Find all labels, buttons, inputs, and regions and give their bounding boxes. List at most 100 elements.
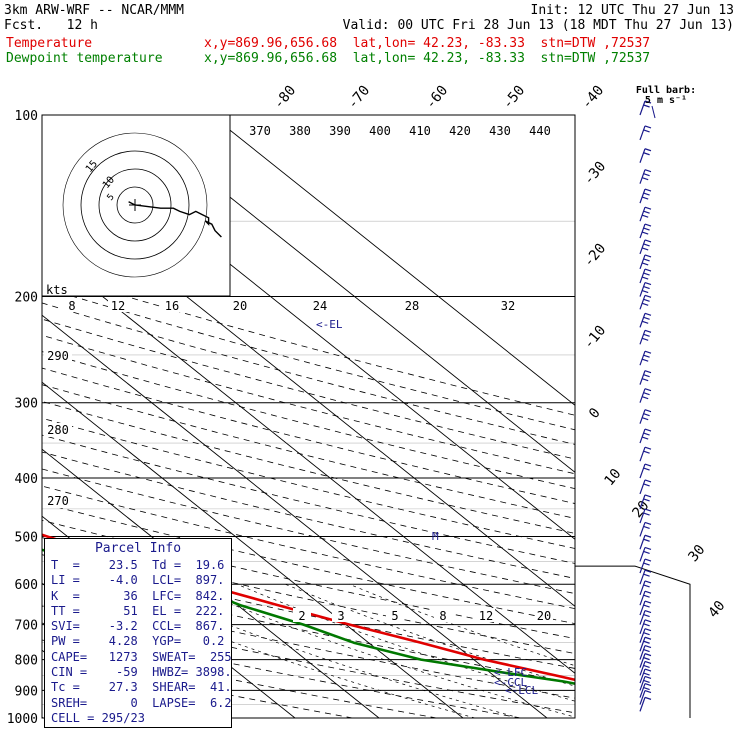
wind-barb-staff xyxy=(639,668,646,684)
wind-barb-flag xyxy=(643,604,650,608)
wind-barb-staff xyxy=(639,148,646,163)
model-title: 3km ARW-WRF -- NCAR/MMM xyxy=(4,3,185,18)
theta-label: 290 xyxy=(47,349,69,363)
wind-barb-flag xyxy=(643,657,650,661)
theta-label: 400 xyxy=(369,124,391,138)
wind-barb-flag xyxy=(644,546,652,551)
pressure-tick-label: 100 xyxy=(15,109,38,124)
wind-barb-staff xyxy=(639,254,646,270)
wind-barb-flag xyxy=(643,550,650,555)
wind-barb-staff xyxy=(639,100,646,116)
dry-adiabat-line xyxy=(42,451,575,579)
wind-barb-flag xyxy=(643,316,650,320)
mixing-ratio-line xyxy=(182,583,575,718)
lcl-marker: <-LCL xyxy=(505,684,538,697)
dewpoint-series xyxy=(42,548,575,685)
wind-barb-flag xyxy=(643,467,650,471)
wind-barb xyxy=(639,494,652,510)
pressure-tick-label: 800 xyxy=(15,654,38,669)
dry-adiabat-line xyxy=(42,622,521,718)
wind-barb-flag xyxy=(644,463,652,467)
temperature-series xyxy=(42,533,575,682)
dry-adiabat-line xyxy=(42,302,575,445)
wind-barb xyxy=(639,312,652,328)
wind-barb-staff xyxy=(639,637,646,652)
wind-barb xyxy=(639,580,652,596)
isotherm-label: -10 xyxy=(581,323,610,353)
pressure-tick-label: 500 xyxy=(15,530,38,545)
pressure-tick-label: 1000 xyxy=(7,712,38,727)
wind-barb-flag xyxy=(643,512,650,516)
wind-barb xyxy=(639,100,652,116)
wind-barb-staff xyxy=(639,479,646,495)
mixing-ratio-label: 28 xyxy=(405,299,419,313)
wind-barb-flag xyxy=(643,498,650,502)
label-bg xyxy=(44,494,72,508)
wind-barb-staff xyxy=(639,351,646,366)
wind-barb xyxy=(639,329,652,345)
wind-barb-flag xyxy=(643,152,650,156)
temperature-legend-info: x,y=869.96,656.68 lat,lon= 42.23, -83.33… xyxy=(204,36,651,51)
wind-barb-flag xyxy=(644,653,652,657)
wind-barb-flag xyxy=(643,392,650,396)
wind-barb-flag xyxy=(644,668,652,672)
wind-barb-flag xyxy=(642,231,649,235)
wind-barb-staff xyxy=(639,295,646,310)
label-bg xyxy=(446,123,474,137)
wind-barb xyxy=(639,169,652,184)
parcel-info-row: PW = 4.28 YGP= 0.2 xyxy=(51,634,225,649)
parcel-info-row: T = 23.5 Td = 19.6 xyxy=(51,558,225,572)
wind-barb-flag xyxy=(643,450,650,454)
mixing-ratio-line xyxy=(348,583,575,667)
wind-barb-flag xyxy=(643,573,650,577)
wind-barb-staff xyxy=(639,600,646,616)
dewpoint-legend-label: Dewpoint temperature xyxy=(6,51,163,66)
isotherm-label: 30 xyxy=(685,542,708,565)
wind-barb-flag xyxy=(643,298,650,302)
wind-barb-flag xyxy=(643,374,650,378)
label-bg xyxy=(486,123,514,137)
wind-barb xyxy=(639,521,652,537)
wind-barb-flag xyxy=(642,302,649,306)
wind-barb-staff xyxy=(639,535,646,550)
wind-barb-flag xyxy=(643,538,650,542)
wind-barb-flag xyxy=(643,623,650,627)
wind-barb xyxy=(639,281,652,297)
wind-barb-staff xyxy=(639,428,646,444)
label-bg xyxy=(310,298,330,312)
wind-barb xyxy=(639,294,652,310)
wind-barb xyxy=(639,689,652,705)
isotherm-label: -30 xyxy=(581,159,610,189)
wind-barb-flag xyxy=(644,188,652,192)
wind-barb xyxy=(639,188,652,204)
wind-barb-flag xyxy=(642,214,649,218)
wind-barb-flag xyxy=(642,378,649,382)
wind-barb-flag xyxy=(644,350,652,354)
isotherm-label: -60 xyxy=(423,83,452,113)
wind-barb xyxy=(639,409,652,424)
wind-barb-flag xyxy=(644,534,652,538)
isotherm-line xyxy=(42,247,575,674)
wind-barb-flag xyxy=(642,396,649,400)
wind-barb-flag xyxy=(642,196,649,200)
wind-barb-flag xyxy=(643,173,650,177)
mixing-ratio-label: 12 xyxy=(479,609,493,623)
theta-label: 410 xyxy=(409,124,431,138)
wind-barb-staff xyxy=(639,570,646,585)
wind-barb-flag xyxy=(643,562,650,566)
wind-barb-flag xyxy=(643,272,650,276)
barb-legend-units: 5 m s⁻¹ xyxy=(645,95,687,106)
wind-barb-flag xyxy=(643,679,650,683)
dry-adiabat-line xyxy=(42,270,575,416)
label-bg xyxy=(332,608,350,622)
parcel-info-panel: Parcel Info T = 23.5 Td = 19.6 LI = -4.0 … xyxy=(44,538,232,728)
parcel-info-title: Parcel Info xyxy=(94,541,182,556)
label-bg xyxy=(230,298,250,312)
wind-barb-flag xyxy=(644,689,652,694)
wind-barb-flag xyxy=(644,312,652,316)
wind-barb-flag xyxy=(644,148,652,152)
label-bg xyxy=(406,123,434,137)
parcel-info-row: LI = -4.0 LCL= 897. xyxy=(51,573,225,588)
